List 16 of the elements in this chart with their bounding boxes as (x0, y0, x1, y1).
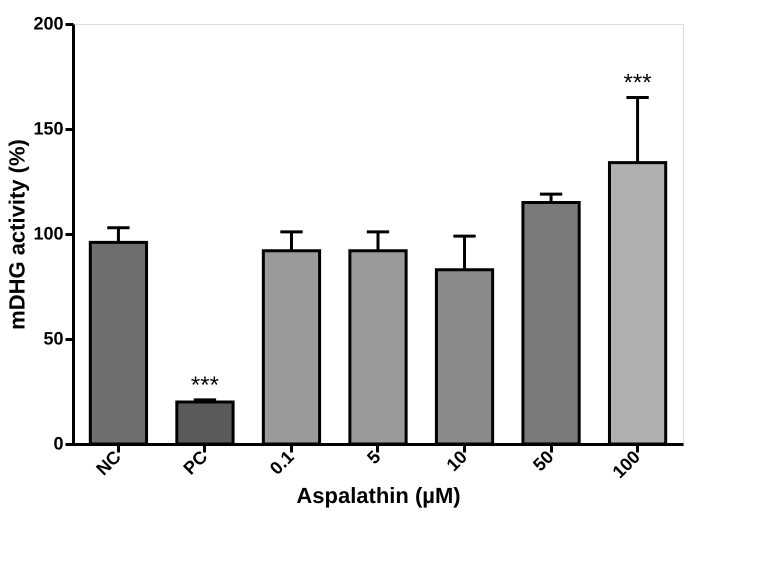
x-tick-label: 100 (608, 446, 644, 482)
x-tick-label: 0.1 (266, 446, 298, 479)
y-tick-label: 100 (33, 224, 64, 244)
data-label: *** (190, 372, 219, 399)
y-tick-label: 200 (33, 14, 64, 34)
y-axis-title: mDHG activity (%) (4, 139, 30, 330)
x-axis-title: Aspalathin (µM) (296, 483, 461, 508)
x-tick-label: 50 (529, 446, 558, 476)
y-tick-label: 50 (43, 328, 64, 348)
x-tick-label: 5 (363, 446, 384, 468)
y-tick-label: 150 (33, 118, 64, 138)
y-tick-label: 0 (53, 434, 64, 454)
data-label: *** (624, 70, 652, 96)
x-tick-label: 10 (442, 446, 471, 476)
x-tick-label: NC (92, 446, 125, 480)
x-tick-label: PC (179, 446, 212, 479)
